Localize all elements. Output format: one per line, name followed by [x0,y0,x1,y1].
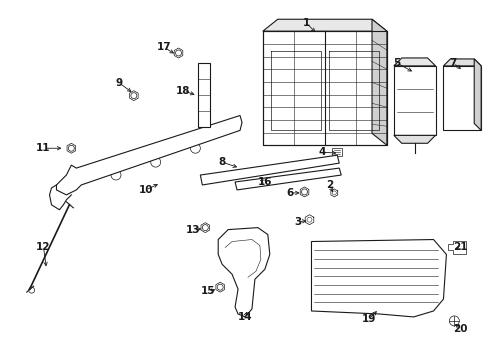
Polygon shape [300,187,308,197]
Text: 3: 3 [293,217,301,227]
Polygon shape [447,240,466,255]
Text: 18: 18 [176,86,190,96]
Polygon shape [218,228,269,317]
Polygon shape [200,155,339,185]
Polygon shape [263,19,386,31]
Text: 15: 15 [201,286,215,296]
Text: 12: 12 [36,243,51,252]
Text: 4: 4 [318,147,325,157]
Text: 17: 17 [156,42,171,52]
Polygon shape [198,63,210,127]
Text: 9: 9 [115,78,122,88]
Polygon shape [129,91,138,100]
Text: 20: 20 [452,324,467,334]
Polygon shape [473,59,480,130]
Polygon shape [371,19,386,145]
Polygon shape [215,282,224,292]
Polygon shape [67,143,76,153]
Text: 7: 7 [449,58,456,68]
Text: 8: 8 [218,157,225,167]
Polygon shape [443,59,480,66]
Text: 1: 1 [302,18,309,28]
Polygon shape [201,223,209,233]
Polygon shape [174,48,183,58]
Bar [332,148,342,156]
Text: 6: 6 [285,188,293,198]
Text: 2: 2 [325,180,332,190]
Polygon shape [443,66,480,130]
Text: 10: 10 [138,185,153,195]
Polygon shape [56,116,242,195]
Text: 19: 19 [361,314,375,324]
Polygon shape [263,31,386,145]
Text: 16: 16 [257,177,271,187]
Text: 21: 21 [452,243,467,252]
Polygon shape [393,58,435,66]
Polygon shape [393,135,435,143]
Text: 11: 11 [36,143,51,153]
Polygon shape [311,239,446,317]
Text: 13: 13 [186,225,200,235]
Polygon shape [393,66,435,135]
Polygon shape [235,168,341,190]
Text: 5: 5 [392,58,400,68]
Text: 14: 14 [237,312,252,322]
